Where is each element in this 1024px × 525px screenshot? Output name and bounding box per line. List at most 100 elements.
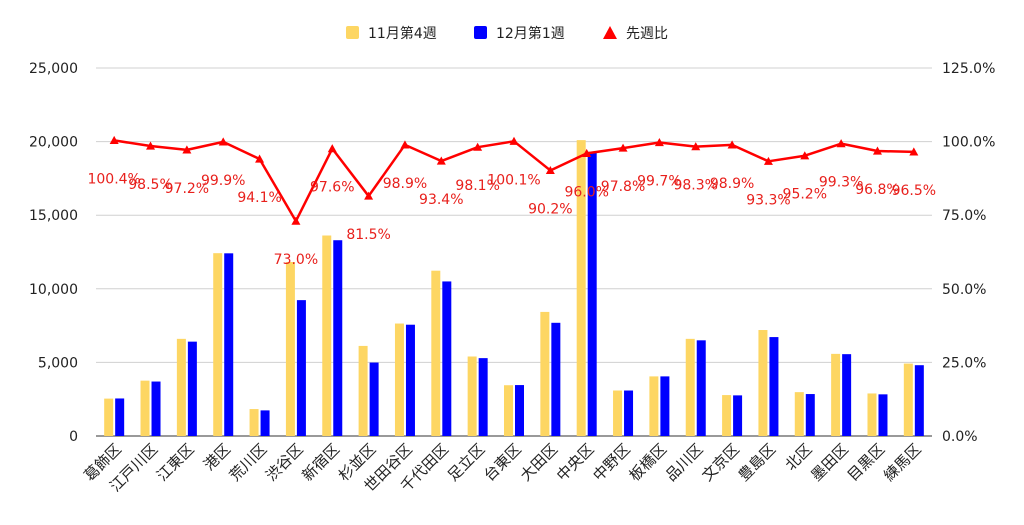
legend-entry: 先週比 bbox=[626, 26, 668, 42]
left-y-axis: 0 5,000 10,000 15,000 20,000 25,000 bbox=[29, 61, 78, 445]
right-y-tick-label: 25.0% bbox=[942, 355, 986, 371]
ratio-marker bbox=[218, 137, 228, 146]
bar-week-dec1 bbox=[587, 151, 597, 437]
ratio-marker bbox=[509, 136, 519, 145]
x-tick-label: 練馬区 bbox=[880, 440, 925, 485]
ratio-data-label: 99.9% bbox=[201, 173, 245, 189]
x-tick-label: 豊島区 bbox=[735, 440, 780, 485]
ratio-marker bbox=[909, 147, 919, 156]
ratio-marker bbox=[691, 142, 701, 151]
bar-week-nov4 bbox=[358, 345, 368, 436]
bar-week-dec1 bbox=[878, 394, 888, 436]
ratio-data-label: 81.5% bbox=[346, 227, 390, 243]
x-tick-label: 大田区 bbox=[517, 440, 562, 485]
right-y-tick-label: 125.0% bbox=[942, 61, 995, 77]
ratio-data-label: 93.3% bbox=[746, 192, 790, 208]
left-y-tick-label: 20,000 bbox=[29, 135, 78, 151]
bar-week-dec1 bbox=[551, 322, 561, 436]
legend-swatch bbox=[474, 26, 487, 39]
bar-week-nov4 bbox=[649, 376, 659, 436]
left-y-tick-label: 0 bbox=[69, 429, 78, 445]
bar-week-nov4 bbox=[685, 338, 695, 436]
bar-week-dec1 bbox=[478, 358, 488, 436]
bar-week-dec1 bbox=[442, 281, 452, 436]
bar-week-dec1 bbox=[696, 340, 706, 436]
bar-week-nov4 bbox=[722, 395, 732, 436]
bar-week-nov4 bbox=[758, 330, 768, 436]
ratio-marker bbox=[800, 151, 810, 160]
ratio-marker bbox=[291, 216, 301, 225]
ratio-data-label: 99.3% bbox=[819, 175, 863, 191]
left-y-tick-label: 25,000 bbox=[29, 61, 78, 77]
x-tick-label: 新宿区 bbox=[299, 440, 344, 485]
bar-week-nov4 bbox=[867, 393, 877, 436]
ratio-data-label: 73.0% bbox=[274, 252, 318, 268]
ratio-marker bbox=[400, 140, 410, 149]
x-tick-label: 中央区 bbox=[553, 440, 598, 485]
bar-week-nov4 bbox=[504, 385, 513, 436]
ratio-marker bbox=[654, 137, 664, 147]
bar-week-dec1 bbox=[624, 390, 634, 436]
ratio-data-label: 98.9% bbox=[710, 176, 754, 192]
legend-entry: 11月第4週 bbox=[368, 25, 437, 42]
x-tick-label: 渋谷区 bbox=[262, 440, 307, 485]
ratio-marker bbox=[727, 140, 737, 149]
bar-week-nov4 bbox=[249, 409, 259, 436]
bar-week-dec1 bbox=[187, 341, 197, 436]
ratio-data-label: 97.6% bbox=[310, 180, 354, 196]
ratio-marker bbox=[872, 146, 882, 155]
bar-week-nov4 bbox=[431, 270, 441, 436]
bar-week-dec1 bbox=[405, 324, 415, 436]
bar-week-nov4 bbox=[831, 353, 841, 436]
bar-week-dec1 bbox=[842, 354, 852, 436]
ratio-data-label: 98.1% bbox=[455, 178, 499, 194]
bar-week-nov4 bbox=[213, 253, 223, 436]
ratio-marker bbox=[364, 191, 374, 200]
ratio-data-label: 98.9% bbox=[383, 176, 427, 192]
legend-swatch bbox=[603, 26, 617, 39]
bar-week-nov4 bbox=[613, 390, 623, 436]
bar-week-dec1 bbox=[296, 300, 306, 436]
bar-week-nov4 bbox=[394, 323, 404, 436]
ratio-data-label: 100.1% bbox=[487, 172, 540, 188]
ratio-data-label: 95.2% bbox=[783, 187, 827, 203]
ratio-data-label: 97.2% bbox=[165, 181, 209, 197]
ratio-marker bbox=[109, 135, 119, 145]
bar-week-dec1 bbox=[660, 376, 670, 436]
ratio-marker bbox=[473, 142, 483, 151]
bar-week-dec1 bbox=[733, 395, 743, 436]
ratio-marker bbox=[763, 156, 773, 165]
ratio-data-label: 100.4% bbox=[87, 171, 140, 187]
x-tick-label: 江東区 bbox=[153, 440, 198, 485]
ratio-data-label: 98.3% bbox=[673, 178, 717, 194]
legend-entry: 12月第1週 bbox=[496, 25, 565, 42]
right-y-tick-label: 100.0% bbox=[942, 135, 995, 151]
bar-week-nov4 bbox=[322, 235, 332, 436]
ratio-data-label: 96.0% bbox=[564, 184, 608, 200]
bar-week-dec1 bbox=[805, 394, 815, 436]
ratio-marker bbox=[255, 154, 265, 163]
x-tick-label: 板橋区 bbox=[626, 440, 671, 485]
bar-week-dec1 bbox=[224, 253, 234, 436]
ratio-marker bbox=[146, 141, 156, 150]
ratio-marker bbox=[618, 143, 628, 152]
bar-week-dec1 bbox=[515, 385, 524, 436]
bar-week-nov4 bbox=[176, 338, 186, 436]
ratio-data-label: 90.2% bbox=[528, 201, 572, 217]
bar-week-dec1 bbox=[115, 398, 125, 436]
right-y-axis: 0.0% 25.0% 50.0% 75.0% 100.0% 125.0% bbox=[942, 61, 995, 445]
bar-week-dec1 bbox=[914, 365, 924, 436]
ratio-marker bbox=[582, 148, 592, 157]
bar-week-dec1 bbox=[260, 410, 270, 436]
bar-week-dec1 bbox=[333, 240, 343, 436]
ratio-data-label: 97.8% bbox=[601, 179, 645, 195]
ratio-marker bbox=[836, 139, 846, 148]
left-y-tick-label: 15,000 bbox=[29, 208, 78, 224]
left-y-tick-label: 5,000 bbox=[38, 355, 78, 371]
legend: 11月第4週 12月第1週 先週比 bbox=[346, 25, 668, 42]
left-y-tick-label: 10,000 bbox=[29, 282, 78, 298]
x-tick-label: 中野区 bbox=[589, 440, 634, 485]
bar-week-nov4 bbox=[794, 392, 804, 436]
x-tick-label: 台東区 bbox=[480, 440, 525, 485]
